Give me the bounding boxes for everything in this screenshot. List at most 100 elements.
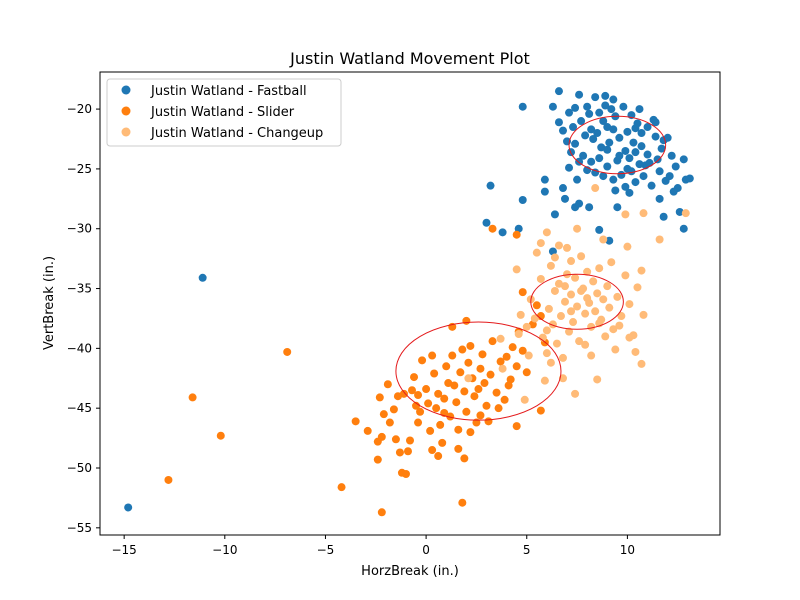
data-point <box>460 387 469 396</box>
data-point <box>482 218 491 227</box>
data-point <box>377 508 386 517</box>
data-point <box>631 124 640 133</box>
data-point <box>577 286 586 295</box>
data-point <box>605 303 614 312</box>
data-point <box>621 271 630 280</box>
data-point <box>615 321 624 330</box>
data-point <box>599 117 608 126</box>
series-2-ellipse <box>530 273 624 330</box>
data-point <box>452 398 461 407</box>
data-point <box>571 389 580 398</box>
data-point <box>599 295 608 304</box>
data-point <box>540 376 549 385</box>
data-point <box>639 172 648 181</box>
data-point <box>440 394 449 403</box>
data-point <box>587 351 596 360</box>
data-point <box>587 125 596 134</box>
y-axis-label: VertBreak (in.) <box>42 256 57 350</box>
data-point <box>554 279 563 288</box>
series-0-ellipse <box>568 115 667 175</box>
data-point <box>466 428 475 437</box>
data-point <box>645 158 654 167</box>
data-point <box>379 410 388 419</box>
data-point <box>583 294 592 303</box>
data-point <box>623 242 632 251</box>
data-point <box>536 274 545 283</box>
x-tick-label: −5 <box>317 543 335 557</box>
data-point <box>585 109 594 118</box>
data-point <box>546 358 555 367</box>
data-point <box>651 132 660 141</box>
data-point <box>655 167 664 176</box>
data-point <box>434 452 443 461</box>
data-point <box>571 273 580 282</box>
data-point <box>565 327 574 336</box>
data-point <box>478 350 487 359</box>
data-point <box>621 146 630 155</box>
data-point <box>679 155 688 164</box>
data-point <box>583 102 592 111</box>
data-point <box>418 356 427 365</box>
data-point <box>373 455 382 464</box>
data-point <box>395 448 404 457</box>
data-point <box>613 292 622 301</box>
data-point <box>629 138 638 147</box>
data-point <box>524 351 533 360</box>
data-point <box>653 155 662 164</box>
data-point <box>512 230 521 239</box>
data-point <box>591 93 600 102</box>
data-point <box>540 175 549 184</box>
data-point <box>482 401 491 410</box>
data-point <box>408 386 417 395</box>
series-ellipses <box>395 115 667 421</box>
data-point <box>581 131 590 140</box>
data-point <box>454 425 463 434</box>
legend-marker <box>121 127 131 137</box>
data-point <box>639 310 648 319</box>
data-point <box>603 123 612 132</box>
data-point <box>617 170 626 179</box>
data-point <box>462 316 471 325</box>
x-tick-label: 5 <box>523 543 531 557</box>
data-point <box>583 267 592 276</box>
data-point <box>412 401 421 410</box>
data-point <box>637 266 646 275</box>
legend: Justin Watland - Fastball Justin Watland … <box>106 78 342 147</box>
data-point <box>363 426 372 435</box>
data-point <box>615 133 624 142</box>
data-point <box>605 138 614 147</box>
data-point <box>401 469 410 478</box>
data-point <box>458 498 467 507</box>
data-point <box>633 283 642 292</box>
data-point <box>486 181 495 190</box>
y-tick-label: −40 <box>67 341 92 355</box>
data-point <box>470 392 479 401</box>
data-point <box>484 417 493 426</box>
data-point <box>383 380 392 389</box>
data-point <box>216 431 225 440</box>
data-point <box>631 347 640 356</box>
data-point <box>375 393 384 402</box>
data-point <box>416 407 425 416</box>
data-point <box>643 150 652 159</box>
data-point <box>426 426 435 435</box>
data-point <box>585 203 594 212</box>
data-point <box>671 162 680 171</box>
data-point <box>619 102 628 111</box>
data-point <box>607 105 616 114</box>
data-point <box>389 405 398 414</box>
y-axis: −55 −50 −45 −40 −35 −30 −25 −20 <box>67 102 100 535</box>
data-point <box>591 307 600 316</box>
data-point <box>434 389 443 398</box>
x-axis-label: HorzBreak (in.) <box>361 564 459 579</box>
data-point <box>542 326 551 335</box>
data-point <box>625 300 634 309</box>
data-point <box>518 102 527 111</box>
data-point <box>599 172 608 181</box>
data-point <box>496 357 505 366</box>
data-point <box>581 309 590 318</box>
data-point <box>625 188 634 197</box>
y-tick-label: −20 <box>67 102 92 116</box>
data-point <box>444 379 453 388</box>
